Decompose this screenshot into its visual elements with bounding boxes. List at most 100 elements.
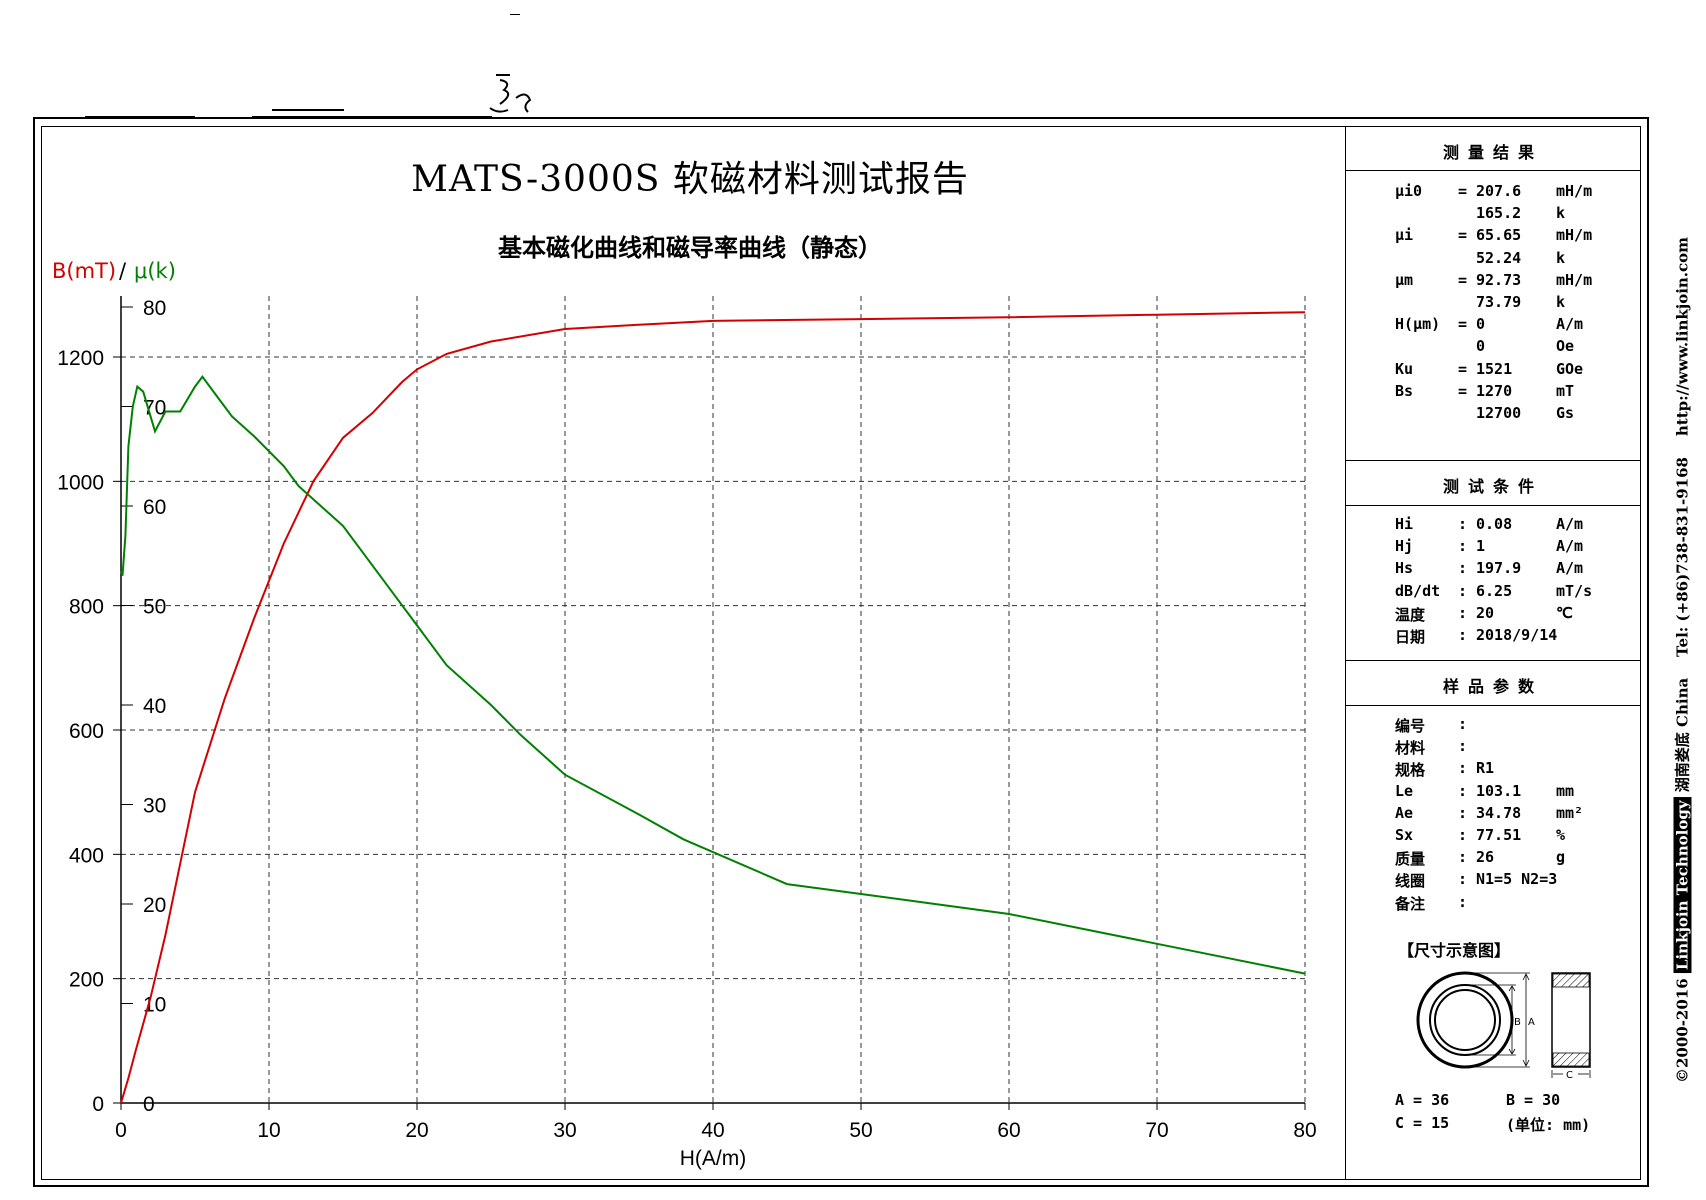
sample-sep: : xyxy=(1458,826,1468,844)
x-axis-label: H(A/m) xyxy=(680,1147,747,1170)
result-value: 12700 xyxy=(1476,404,1522,422)
condition-unit: A/m xyxy=(1556,515,1584,533)
condition-key: dB/dt xyxy=(1395,581,1441,600)
sample-unit: mm xyxy=(1556,781,1575,800)
scan-artifact-line-3 xyxy=(252,116,492,117)
sample-sep: : xyxy=(1458,781,1468,800)
sample-sep: : xyxy=(1458,759,1468,778)
result-value: 165.2 xyxy=(1476,204,1522,223)
condition-key: Hs xyxy=(1395,559,1414,578)
result-unit: k xyxy=(1556,293,1566,311)
dimension-diagram-caption: 【尺寸示意图】 xyxy=(1398,941,1511,960)
sample-key: Le xyxy=(1395,781,1414,800)
result-key: H(μm) xyxy=(1395,315,1441,334)
panel-divider xyxy=(1345,126,1346,1180)
condition-value: 2018/9/14 xyxy=(1476,626,1558,644)
result-value: 73.79 xyxy=(1476,293,1522,311)
sample-value: 34.78 xyxy=(1476,803,1522,822)
report-title: MATS-3000S 软磁材料测试报告 xyxy=(411,159,969,200)
condition-sep: : xyxy=(1458,515,1468,533)
condition-sep: : xyxy=(1458,559,1468,578)
x-tick-label: 60 xyxy=(997,1119,1020,1142)
company-url: http://www.linkjoin.com xyxy=(1673,236,1692,437)
result-unit: k xyxy=(1556,248,1566,267)
brand-name: Linkjoin Technology xyxy=(1673,797,1692,974)
y2-tick-label: 10 xyxy=(143,994,166,1017)
y-axis-label-b: B(mT) xyxy=(52,259,117,283)
y-tick-label: 1000 xyxy=(57,471,104,494)
sample-key: 备注 xyxy=(1395,894,1426,913)
dim-value-c: C = 15 xyxy=(1395,1114,1450,1132)
result-sep: = xyxy=(1458,359,1468,378)
result-key: Bs xyxy=(1395,381,1414,400)
toroid-top-view: B A xyxy=(1416,971,1535,1069)
company-phone: Tel: (+86)738-831-9168 xyxy=(1673,457,1692,657)
core-dimension-diagram: B A C xyxy=(1416,971,1591,1080)
result-key: μi xyxy=(1395,226,1414,245)
result-sep: = xyxy=(1458,315,1468,334)
sample-key: Ae xyxy=(1395,803,1414,822)
result-value: 207.6 xyxy=(1476,182,1522,200)
result-sep: = xyxy=(1458,381,1468,400)
result-unit: mH/m xyxy=(1556,182,1593,200)
result-unit: mH/m xyxy=(1556,226,1593,245)
condition-key: 温度 xyxy=(1395,605,1426,624)
y-tick-label: 400 xyxy=(69,844,104,867)
result-value: 92.73 xyxy=(1476,270,1522,289)
sample-sep: : xyxy=(1458,715,1468,733)
condition-value: 6.25 xyxy=(1476,581,1513,600)
result-key: μi0 xyxy=(1395,182,1423,200)
results-header-rule xyxy=(1346,170,1640,171)
sample-key: 规格 xyxy=(1395,761,1426,780)
condition-unit: A/m xyxy=(1556,537,1584,556)
toroid-cross-section: C xyxy=(1551,972,1591,1080)
result-value: 0 xyxy=(1476,337,1486,356)
dim-label-a: A xyxy=(1528,1017,1535,1028)
permeability-curve xyxy=(120,375,1306,975)
result-unit: Gs xyxy=(1556,404,1575,422)
y-tick-label: 200 xyxy=(69,969,104,992)
result-value: 1521 xyxy=(1476,359,1513,378)
x-tick-label: 30 xyxy=(553,1119,576,1142)
y2-tick-label: 60 xyxy=(143,496,166,519)
result-sep: = xyxy=(1458,182,1468,200)
condition-unit: ℃ xyxy=(1556,603,1573,622)
dim-value-b: B = 30 xyxy=(1506,1091,1561,1109)
chart-title: 基本磁化曲线和磁导率曲线（静态） xyxy=(498,234,882,262)
report-inner-frame xyxy=(41,126,1641,1180)
dim-label-b: B xyxy=(1514,1017,1521,1028)
sample-key: Sx xyxy=(1395,826,1414,844)
y2-tick-label: 0 xyxy=(143,1093,155,1116)
y2-tick-label: 40 xyxy=(143,695,166,718)
result-unit: mH/m xyxy=(1556,270,1593,289)
sample-sep: : xyxy=(1458,803,1468,822)
y-tick-label: 600 xyxy=(69,720,104,743)
x-tick-label: 80 xyxy=(1293,1119,1316,1142)
condition-unit: A/m xyxy=(1556,559,1584,578)
y2-tick-label: 20 xyxy=(143,894,166,917)
sample-header-rule xyxy=(1346,705,1640,706)
dim-label-c: C xyxy=(1566,1070,1573,1080)
condition-key: Hj xyxy=(1395,537,1414,556)
magnetization-curve xyxy=(120,311,1306,1104)
y-tick-label: 1200 xyxy=(57,347,104,370)
scan-artifact-mark xyxy=(510,14,520,15)
y2-tick-label: 80 xyxy=(143,297,166,320)
x-tick-label: 10 xyxy=(257,1119,280,1142)
result-sep: = xyxy=(1458,270,1468,289)
scan-artifact-line-1 xyxy=(85,116,195,117)
result-unit: Oe xyxy=(1556,337,1575,356)
company-location: 湖南娄底 China xyxy=(1673,677,1692,793)
x-tick-label: 20 xyxy=(405,1119,428,1142)
sample-sep: : xyxy=(1458,737,1468,756)
condition-unit: mT/s xyxy=(1556,581,1593,600)
result-unit: mT xyxy=(1556,381,1575,400)
condition-sep: : xyxy=(1458,537,1468,556)
result-value: 65.65 xyxy=(1476,226,1522,245)
y-axis-label-mu: μ(k) xyxy=(134,259,176,283)
condition-value: 1 xyxy=(1476,537,1486,556)
y-tick-label: 0 xyxy=(92,1093,104,1116)
condition-value: 197.9 xyxy=(1476,559,1522,578)
sample-value: R1 xyxy=(1476,759,1495,778)
